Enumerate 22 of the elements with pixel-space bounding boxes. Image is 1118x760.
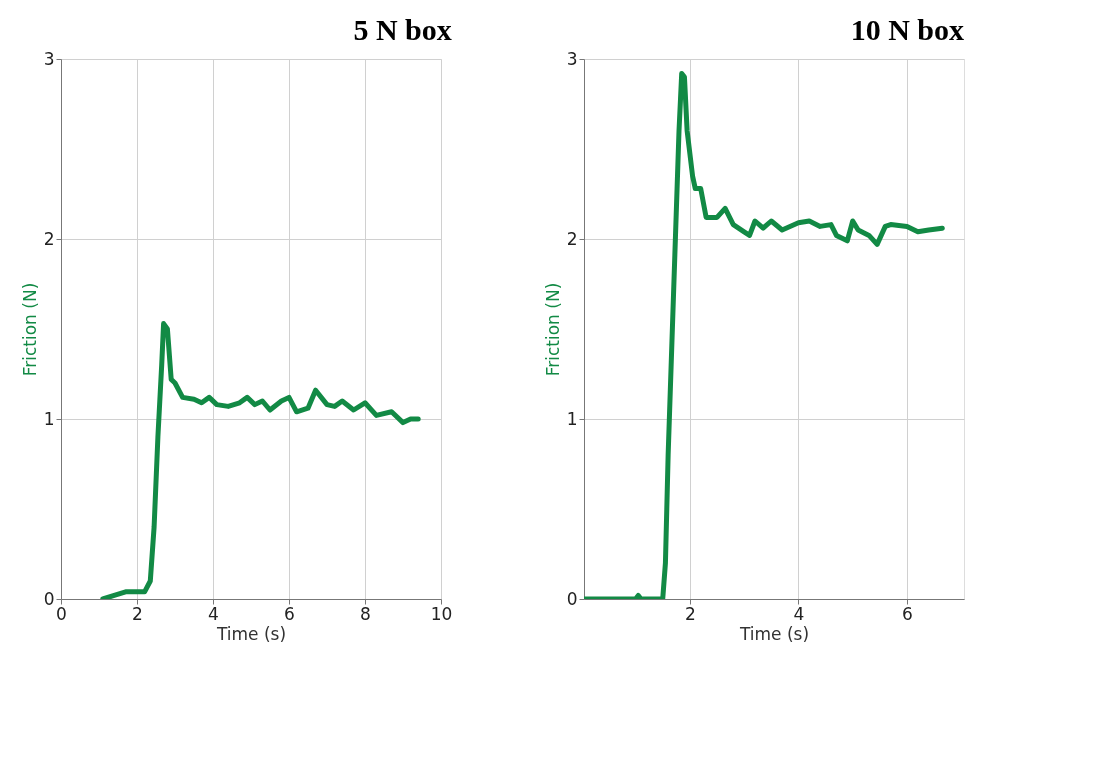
- chart-title: 5 N box: [353, 13, 452, 46]
- y-axis-title: Friction (N): [542, 282, 563, 377]
- y-tick-label: 3: [43, 48, 55, 69]
- y-tick-label: 0: [43, 588, 55, 609]
- x-tick-label: 2: [132, 603, 143, 624]
- x-tick-label: 4: [793, 603, 805, 624]
- x-tick-label: 4: [208, 603, 219, 624]
- x-tick-label: 10: [430, 603, 453, 624]
- y-tick-label: 2: [43, 228, 55, 249]
- x-axis-title: Time (s): [215, 623, 287, 644]
- x-tick-label: 6: [902, 603, 913, 624]
- y-tick-label: 1: [43, 408, 55, 429]
- y-axis-title: Friction (N): [19, 282, 40, 377]
- y-tick-label: 0: [566, 588, 578, 609]
- y-tick-label: 1: [566, 408, 578, 429]
- chart-title: 10 N box: [850, 13, 964, 46]
- x-tick-label: 6: [284, 603, 295, 624]
- x-tick-label: 2: [684, 603, 696, 624]
- x-tick-label: 8: [360, 603, 371, 624]
- x-axis-title: Time (s): [738, 623, 810, 644]
- y-tick-label: 2: [566, 228, 578, 249]
- y-tick-label: 3: [566, 48, 578, 69]
